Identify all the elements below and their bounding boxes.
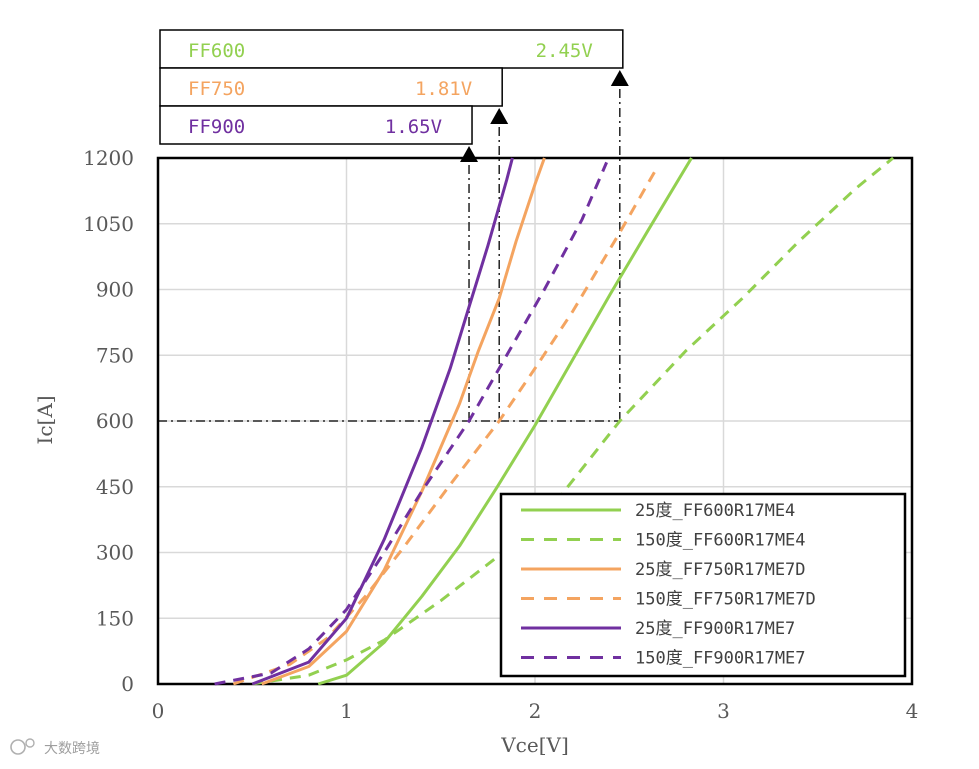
y-axis-label: Ic[A]: [33, 395, 57, 444]
annotation-value: 2.45V: [536, 40, 593, 62]
annotation-label: FF600: [188, 40, 245, 62]
watermark-logo-icon: [10, 739, 26, 755]
legend-entry: 25度_FF600R17ME4: [635, 501, 795, 521]
legend-entry: 150度_FF600R17ME4: [635, 531, 806, 551]
arrow-up-icon: [490, 108, 509, 124]
series-line-1: [317, 157, 693, 686]
series-line-3: [261, 157, 546, 686]
annotation-boxes: FF600 2.45V FF750 1.81V FF900 1.65V: [159, 29, 629, 162]
series-line-6: [214, 161, 608, 686]
legend-entry: 150度_FF900R17ME7: [635, 649, 806, 669]
arrow-up-icon: [610, 70, 629, 86]
legend-box: [499, 492, 907, 678]
y-tick-label: 150: [96, 606, 134, 630]
tick-labels: 0 1 2 3 4 0 150 300 450 600 750 900 1050 1200: [83, 146, 918, 723]
y-tick-label: 600: [96, 409, 134, 433]
y-tick-label: 450: [96, 475, 134, 499]
legend: 25度_FF600R17ME4 150度_FF600R17ME4 25度_FF750…: [499, 492, 907, 678]
annotation-value: 1.81V: [415, 78, 472, 100]
watermark-logo-icon: [25, 738, 35, 748]
watermark-text: 大数跨境: [44, 741, 100, 757]
x-tick-label: 2: [529, 699, 542, 723]
x-tick-label: 3: [717, 699, 730, 723]
series-lines: [214, 156, 895, 686]
y-tick-label: 750: [96, 343, 134, 367]
legend-entry: 150度_FF750R17ME7D: [635, 590, 816, 610]
series-line-5: [251, 157, 514, 686]
y-tick-label: 300: [96, 541, 134, 565]
y-tick-label: 1050: [83, 212, 134, 236]
watermark: 大数跨境: [10, 738, 100, 757]
annotation-label: FF750: [188, 78, 245, 100]
legend-entry: 25度_FF900R17ME7: [635, 619, 795, 639]
annotation-box: [159, 67, 503, 107]
legend-entry: 25度_FF750R17ME7D: [635, 560, 806, 580]
x-tick-label: 1: [340, 699, 353, 723]
arrow-up-icon: [460, 146, 479, 162]
y-tick-label: 900: [96, 278, 134, 302]
y-tick-label: 0: [121, 672, 134, 696]
x-tick-label: 4: [906, 699, 919, 723]
x-tick-label: 0: [152, 699, 165, 723]
annotation-value: 1.65V: [385, 116, 442, 138]
annotation-label: FF900: [188, 116, 245, 138]
series-line-2: [252, 156, 895, 686]
annotation-box: [159, 105, 473, 145]
y-tick-label: 1200: [83, 146, 134, 170]
x-axis-label: Vce[V]: [500, 733, 569, 757]
annotation-box: [159, 29, 624, 69]
